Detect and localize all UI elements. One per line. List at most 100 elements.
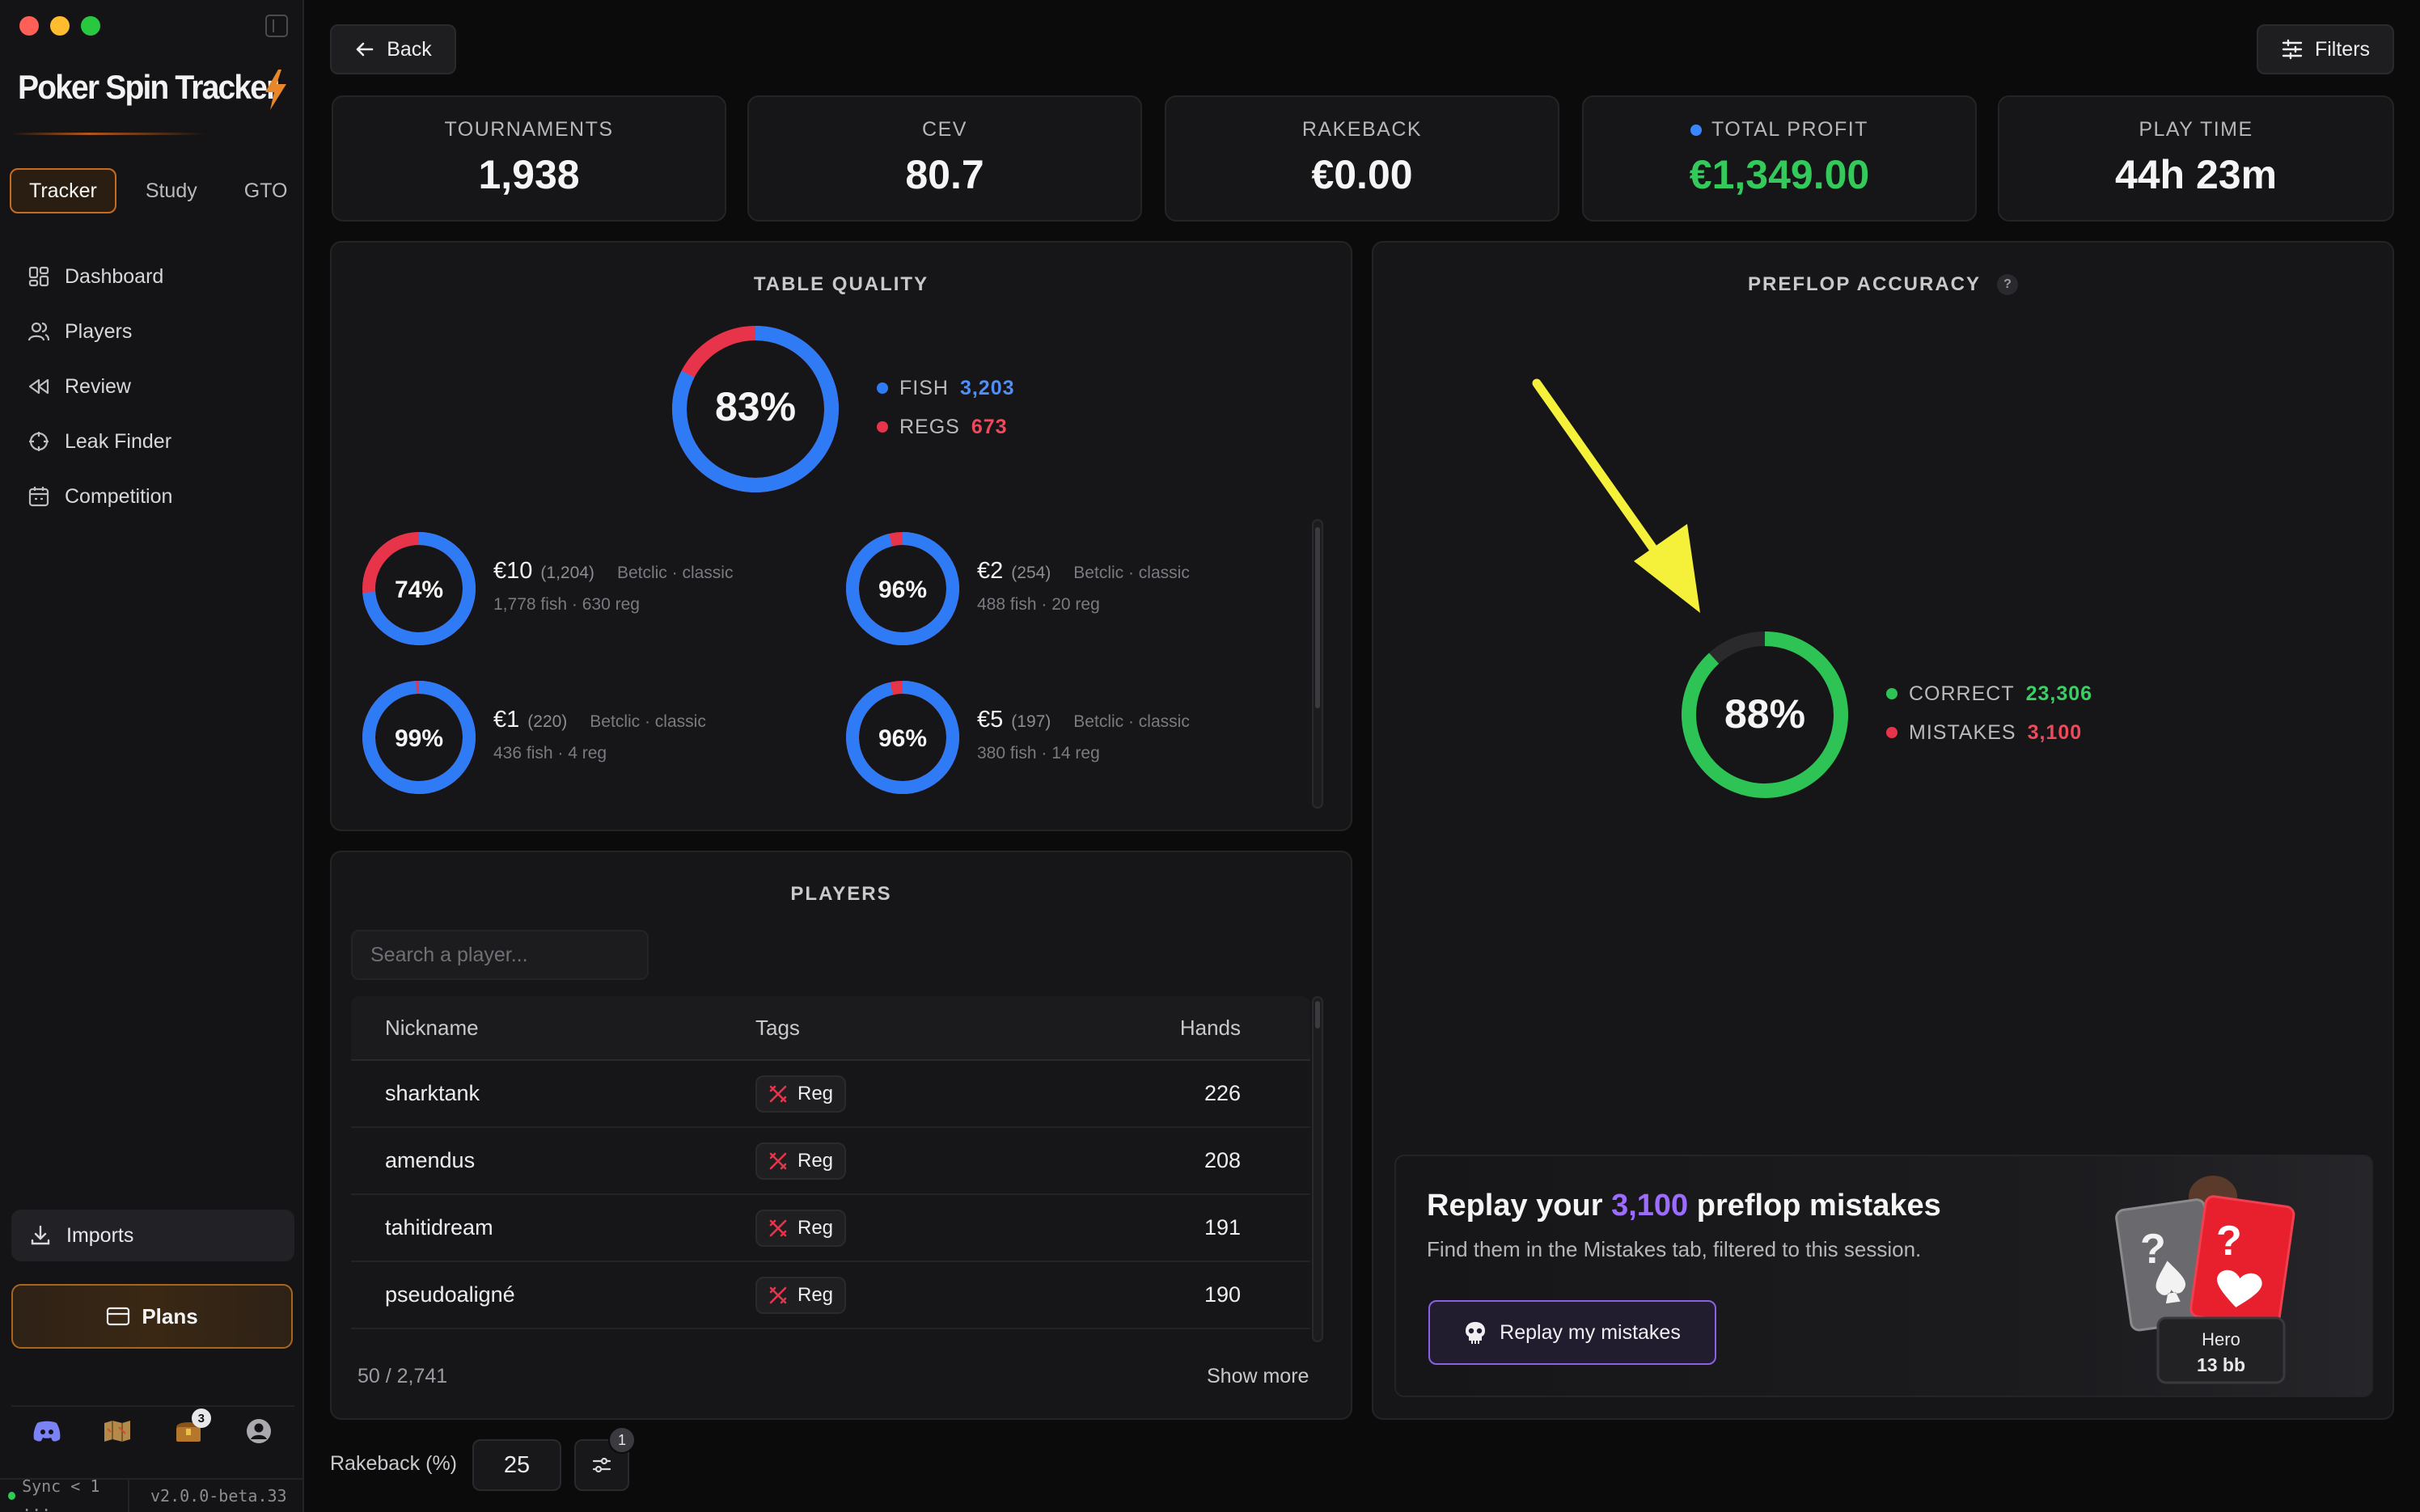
sync-status-dot [8, 1492, 16, 1500]
legend-mistakes: MISTAKES 3,100 [1886, 713, 2092, 752]
map-icon[interactable] [101, 1415, 133, 1447]
panel-title: PREFLOP ACCURACY [1747, 273, 1982, 295]
tab-tracker[interactable]: Tracker [10, 168, 116, 213]
players-scrollbar[interactable] [1312, 996, 1323, 1342]
player-hands: 190 [1204, 1282, 1241, 1307]
stake-card[interactable]: 96% €5 (197) Betclic · classic 380 fish … [843, 678, 1296, 799]
tag-badge[interactable]: Reg [755, 1209, 847, 1247]
stat-cev: CEV 80.7 [747, 95, 1142, 222]
sidebar-item-players[interactable]: Players [28, 304, 172, 359]
calendar-icon [28, 487, 49, 507]
sidebar-item-review[interactable]: Review [28, 359, 172, 414]
lightning-bolt-icon [265, 70, 286, 110]
player-nickname: sharktank [385, 1081, 480, 1105]
hero-stack: 13 bb [2197, 1354, 2245, 1375]
legend-swatch [1886, 688, 1898, 699]
maximize-window-button[interactable] [81, 16, 100, 36]
stake-detail: 380 fish · 14 reg [977, 744, 1100, 762]
stake-header: €5 (197) Betclic · classic [977, 707, 1190, 733]
rakeback-input[interactable] [472, 1439, 561, 1491]
back-button[interactable]: Back [330, 24, 456, 74]
scrollbar-thumb[interactable] [1315, 527, 1320, 708]
skull-icon [1466, 1322, 1486, 1344]
close-window-button[interactable] [19, 16, 39, 36]
session-settings-button[interactable]: 1 [574, 1426, 636, 1491]
stake-donut: 96% [846, 532, 959, 645]
crossed-swords-icon [769, 1219, 787, 1236]
chest-icon[interactable]: 3 [172, 1409, 211, 1447]
card-question-mark: ? [2216, 1218, 2242, 1265]
stake-header: €2 (254) Betclic · classic [977, 558, 1190, 585]
table-quality-donut: 83% [672, 326, 839, 492]
stake-amount: €5 [977, 707, 1004, 733]
legend-value: 673 [971, 415, 1008, 438]
stake-detail: 1,778 fish · 630 reg [493, 595, 640, 614]
account-icon[interactable] [243, 1415, 275, 1447]
tag-label: Reg [798, 1082, 834, 1104]
table-row[interactable]: amendus Reg 208 [351, 1128, 1310, 1195]
filters-button[interactable]: Filters [2257, 24, 2394, 74]
tag-label: Reg [798, 1216, 834, 1239]
table-header: Nickname Tags Hands [351, 996, 1310, 1061]
panel-title: PLAYERS [790, 883, 892, 905]
stake-amount: €2 [977, 558, 1004, 584]
column-header-tags[interactable]: Tags [755, 1015, 800, 1040]
legend-correct: CORRECT 23,306 [1886, 674, 2092, 713]
replay-title-prefix: Replay your [1427, 1189, 1612, 1223]
stake-header: €1 (220) Betclic · classic [493, 707, 706, 733]
stat-tournaments: TOURNAMENTS 1,938 [332, 95, 726, 222]
panel-title-row: PREFLOP ACCURACY ? [1373, 273, 2392, 296]
scrollbar-thumb[interactable] [1315, 1001, 1320, 1028]
stake-header: €10 (1,204) Betclic · classic [493, 558, 733, 585]
stake-site: Betclic · classic [590, 712, 706, 731]
stat-label: TOURNAMENTS [444, 118, 614, 141]
table-quality-scrollbar[interactable] [1312, 519, 1323, 809]
hero-cards-illustration: ? ? Hero 13 bb [2108, 1172, 2318, 1391]
sliders-icon [2282, 39, 2303, 60]
legend-value: 3,100 [2027, 720, 2083, 744]
column-header-hands[interactable]: Hands [1179, 1015, 1241, 1040]
replay-my-mistakes-button[interactable]: Replay my mistakes [1428, 1300, 1716, 1365]
tab-gto[interactable]: GTO [243, 179, 288, 202]
stake-site: Betclic · classic [1073, 564, 1190, 582]
sidebar-item-competition[interactable]: Competition [28, 469, 172, 524]
tag-badge[interactable]: Reg [755, 1276, 847, 1314]
minimize-window-button[interactable] [50, 16, 70, 36]
column-header-nickname[interactable]: Nickname [385, 1015, 479, 1040]
card-question-mark: ? [2140, 1226, 2166, 1273]
stat-label: CEV [922, 118, 967, 141]
plans-button[interactable]: Plans [11, 1284, 293, 1349]
stat-label-row: TOTAL PROFIT [1584, 118, 1975, 141]
stake-percent: 96% [878, 577, 927, 603]
sidebar-item-dashboard[interactable]: Dashboard [28, 249, 172, 304]
stake-card[interactable]: 96% €2 (254) Betclic · classic 488 fish … [843, 529, 1296, 650]
users-icon [28, 322, 50, 341]
imports-button[interactable]: Imports [11, 1210, 294, 1261]
sidebar-item-leak-finder[interactable]: Leak Finder [28, 414, 172, 469]
player-tags: Reg [755, 1075, 1136, 1113]
table-row[interactable]: tahitidream Reg 191 [351, 1195, 1310, 1262]
stat-value: 1,938 [478, 152, 580, 197]
stake-amount: €10 [493, 558, 533, 584]
tab-study[interactable]: Study [145, 179, 197, 202]
stake-card[interactable]: 74% €10 (1,204) Betclic · classic 1,778 … [359, 529, 812, 650]
tag-badge[interactable]: Reg [755, 1142, 847, 1180]
table-row[interactable]: sharktank Reg 226 [351, 1061, 1310, 1128]
tag-badge[interactable]: Reg [755, 1075, 847, 1113]
stake-card[interactable]: 99% €1 (220) Betclic · classic 436 fish … [359, 678, 812, 799]
player-search-input[interactable] [351, 930, 649, 980]
help-icon[interactable]: ? [1997, 274, 2019, 295]
stat-value: €0.00 [1311, 152, 1413, 197]
filters-label: Filters [2314, 37, 2371, 61]
show-more-button[interactable]: Show more [1207, 1365, 1309, 1387]
sync-status[interactable]: Sync < 1 ... [0, 1476, 129, 1512]
legend-label: MISTAKES [1909, 720, 2016, 744]
discord-icon[interactable] [31, 1415, 63, 1447]
table-quality-legend: FISH 3,203 REGS 673 [877, 369, 1015, 446]
sidebar-collapse-icon[interactable] [265, 15, 288, 37]
stat-play-time: PLAY TIME 44h 23m [1998, 95, 2394, 222]
table-row[interactable]: pseudoaligné Reg 190 [351, 1262, 1310, 1329]
preflop-accuracy-donut: 88% [1682, 631, 1848, 798]
stake-detail: 488 fish · 20 reg [977, 595, 1100, 614]
rewind-icon [28, 378, 49, 395]
